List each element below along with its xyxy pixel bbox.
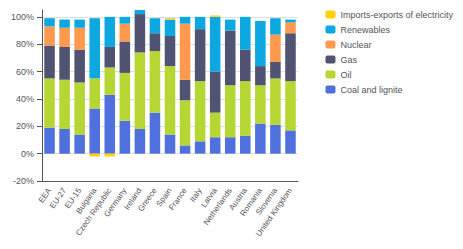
svg-text:Imports-exports of electricity: Imports-exports of electricity xyxy=(340,10,453,20)
svg-text:0%: 0% xyxy=(21,149,34,159)
svg-text:Bulgaria: Bulgaria xyxy=(74,186,99,216)
svg-text:EU-27: EU-27 xyxy=(47,186,69,211)
svg-text:Netherlands: Netherlands xyxy=(201,186,234,227)
svg-text:Italy: Italy xyxy=(188,186,204,204)
svg-text:United Kingdom: United Kingdom xyxy=(254,186,294,238)
svg-text:Gas: Gas xyxy=(340,55,357,65)
svg-text:Slovenia: Slovenia xyxy=(254,186,280,217)
svg-text:Romania: Romania xyxy=(238,186,264,218)
svg-text:France: France xyxy=(167,186,189,212)
svg-text:Greece: Greece xyxy=(136,186,159,213)
svg-text:100%: 100% xyxy=(11,12,34,22)
svg-text:Czech Republic: Czech Republic xyxy=(73,186,114,238)
svg-text:Ireland: Ireland xyxy=(122,186,144,212)
svg-text:40%: 40% xyxy=(16,94,34,104)
svg-text:Renewables: Renewables xyxy=(340,25,390,35)
svg-text:Coal and lignite: Coal and lignite xyxy=(340,85,402,95)
svg-text:-20%: -20% xyxy=(13,176,34,186)
svg-text:60%: 60% xyxy=(16,67,34,77)
svg-text:Austria: Austria xyxy=(227,186,249,212)
svg-text:20%: 20% xyxy=(16,121,34,131)
svg-text:Oil: Oil xyxy=(340,70,351,80)
svg-text:80%: 80% xyxy=(16,39,34,49)
svg-text:EEA: EEA xyxy=(36,186,54,205)
svg-text:EU-15: EU-15 xyxy=(62,186,84,211)
svg-text:Latvia: Latvia xyxy=(199,186,219,210)
svg-text:Germany: Germany xyxy=(102,186,129,219)
svg-text:Spain: Spain xyxy=(154,186,174,209)
svg-text:Nuclear: Nuclear xyxy=(340,40,371,50)
